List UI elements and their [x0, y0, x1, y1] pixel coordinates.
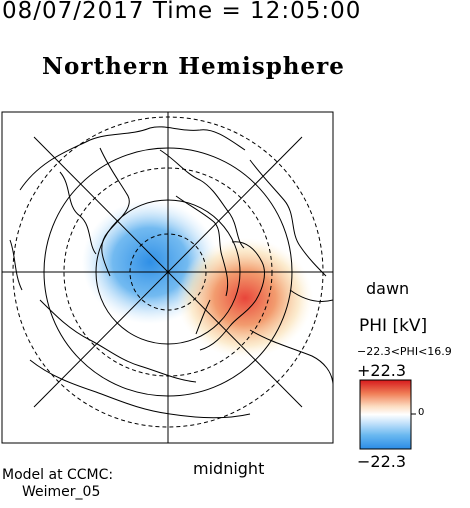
colorbar-min-label: −22.3 — [357, 452, 407, 471]
positive-potential-cell — [177, 238, 313, 358]
plot-frame — [1, 111, 334, 444]
dawn-label: dawn — [366, 279, 410, 298]
meridian-lines — [2, 112, 333, 443]
colorbar-title: PHI [kV] — [359, 316, 428, 336]
colorbar-range: −22.3<PHI<16.9 — [357, 345, 452, 358]
model-name: Weimer_05 — [22, 484, 101, 500]
timestamp: 08/07/2017 Time = 12:05:00 — [2, 0, 362, 24]
midnight-label: midnight — [193, 459, 265, 478]
colorbar-zero-label: 0 — [418, 407, 425, 418]
hemisphere-title: Northern Hemisphere — [42, 53, 345, 80]
colorbar-max-label: +22.3 — [357, 361, 407, 380]
colorbar — [359, 379, 412, 450]
model-label: Model at CCMC: — [2, 467, 114, 483]
